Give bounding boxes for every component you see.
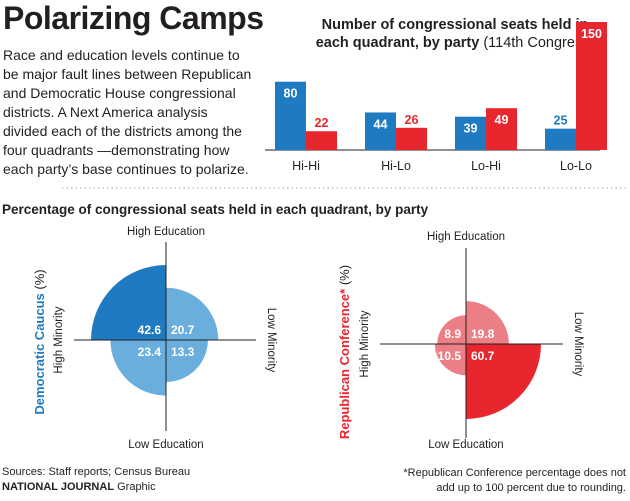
rep-axis-label-bottom: Low Education [428,439,503,451]
rep-value-high-ed-high-min: 8.9 [444,327,461,341]
bar-lo-hi-series-1 [455,116,486,150]
bar-value-label: 49 [495,113,509,127]
sources-note: Sources: Staff reports; Census Bureau [2,466,191,478]
bar-value-label: 150 [581,27,602,41]
rep-party-label: Republican Conference* (%) [337,265,352,439]
credit-line: NATIONAL JOURNAL Graphic [2,481,156,493]
credit-brand: NATIONAL JOURNAL [2,481,115,493]
bar-value-label: 44 [374,117,388,131]
bar-chart-title-note: (114th Congress) [483,35,595,51]
rep-value-low-ed-high-min: 10.5 [438,349,462,363]
bar-hi-hi-series-1 [275,81,306,150]
dem-party-unit: (%) [32,269,47,293]
rep-quadrant-high-ed-low-min [466,301,509,344]
dem-quadrant-low-ed-low-min [166,340,208,382]
bar-hi-lo-series-1 [365,112,396,150]
dem-axis-label-bottom: Low Education [128,439,203,451]
bar-lo-lo-series-1 [545,128,576,150]
rep-quadrant-high-ed-high-min [437,315,466,344]
dem-value-high-ed-high-min: 42.6 [138,323,162,337]
credit-rest: Graphic [114,481,156,493]
bar-category-label: Lo-Hi [471,159,501,173]
dem-value-high-ed-low-min: 20.7 [171,323,195,337]
dem-quadrant-high-ed-low-min [166,287,219,340]
bar-chart-title: Number of congressional seats held in ea… [305,16,605,52]
dem-party-name: Democratic Caucus [32,293,47,414]
dem-party-label: Democratic Caucus (%) [32,269,47,414]
dem-quadrant-high-ed-high-min [91,265,166,340]
quadrant-charts-title: Percentage of congressional seats held i… [2,202,429,217]
dem-value-low-ed-high-min: 23.4 [138,345,162,359]
rep-party-unit: (%) [337,265,352,289]
bar-category-label: Hi-Lo [381,159,411,173]
rep-value-high-ed-low-min: 19.8 [471,327,495,341]
dem-axis-label-right: Low Minority [265,308,277,373]
bar-category-label: Hi-Hi [292,159,320,173]
rep-axis-label-top: High Education [427,231,505,243]
bar-category-label: Lo-Lo [560,159,592,173]
intro-text: Race and education levels continue to be… [3,47,252,177]
page-title: Polarizing Camps [3,0,264,36]
bar-value-label: 26 [405,113,419,127]
bar-chart-title-main: Number of congressional seats held in ea… [315,17,589,51]
dem-value-low-ed-low-min: 13.3 [171,345,195,359]
rep-quadrant-low-ed-high-min [434,344,466,376]
bar-hi-hi-series-2 [306,131,337,150]
rep-party-name: Republican Conference* [337,288,352,439]
dem-axis-label-top: High Education [127,226,205,238]
dem-axis-label-left: High Minority [53,306,65,373]
dem-quadrant-low-ed-high-min [110,340,166,396]
rounding-footnote: *Republican Conference percentage does n… [403,467,626,494]
rep-axis-label-left: High Minority [359,310,371,377]
bar-value-label: 22 [315,116,329,130]
bar-value-label: 39 [464,122,478,136]
bar-value-label: 80 [284,87,298,101]
bar-value-label: 25 [554,114,568,128]
bar-lo-lo-series-2 [576,22,607,150]
bar-lo-hi-series-2 [486,108,517,150]
rep-value-low-ed-low-min: 60.7 [471,349,495,363]
bar-hi-lo-series-2 [396,127,427,150]
rep-quadrant-low-ed-low-min [466,344,541,419]
rep-axis-label-right: Low Minority [572,312,584,377]
